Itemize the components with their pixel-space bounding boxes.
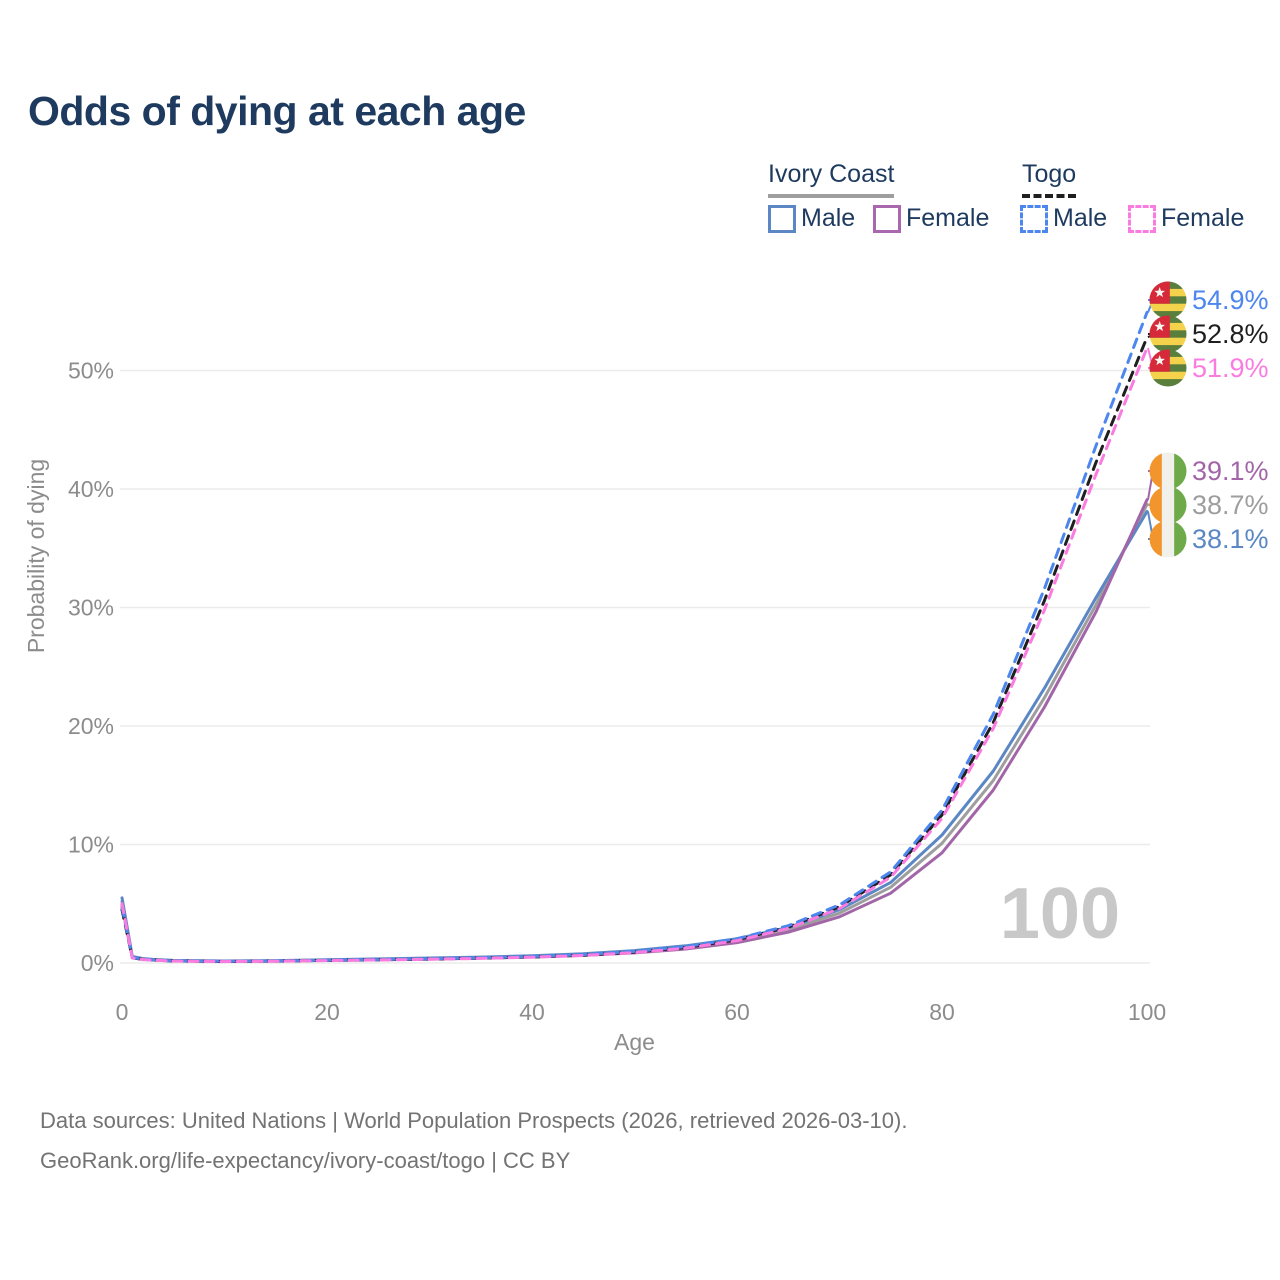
watermark-age: 100 xyxy=(1000,874,1120,954)
series-line-ivory_coast-male[interactable] xyxy=(120,510,1149,963)
flag-icon-togo xyxy=(1149,349,1187,387)
legend-item-label: Female xyxy=(1161,204,1245,232)
y-tick-label: 40% xyxy=(68,476,114,502)
x-tick-label: 0 xyxy=(116,999,129,1025)
end-label-togo-female: 51.9% xyxy=(1192,353,1269,383)
legend-swatch-solid-blue-icon xyxy=(768,204,796,233)
y-tick-label: 20% xyxy=(68,713,114,739)
legend-item-togo-female[interactable]: Female xyxy=(1128,204,1244,233)
flag-icon-ivory_coast xyxy=(1149,452,1187,490)
flag-icon-ivory_coast xyxy=(1149,486,1187,524)
end-label-ivory_coast-male: 38.1% xyxy=(1192,524,1269,554)
y-tick-label: 50% xyxy=(68,358,114,384)
page-title: Odds of dying at each age xyxy=(28,88,526,134)
y-tick-label: 30% xyxy=(68,595,114,621)
y-tick-label: 0% xyxy=(81,950,114,976)
x-tick-label: 80 xyxy=(929,999,955,1025)
series-line-togo-male[interactable] xyxy=(120,310,1149,963)
footer-url-line: GeoRank.org/life-expectancy/ivory-coast/… xyxy=(40,1148,571,1173)
x-tick-label: 40 xyxy=(519,999,545,1025)
flag-icon-ivory_coast xyxy=(1149,520,1187,558)
legend-item-label: Male xyxy=(801,204,856,232)
legend-group-ivory-coast[interactable]: Ivory Coast xyxy=(768,160,895,198)
legend-item-label: Male xyxy=(1053,204,1108,232)
x-tick-label: 100 xyxy=(1128,999,1166,1025)
end-label-togo-male: 54.9% xyxy=(1192,285,1269,315)
legend-item-ivory-coast-female[interactable]: Female xyxy=(873,204,989,233)
end-label-ivory_coast-all: 38.7% xyxy=(1192,490,1269,520)
legend-item-togo-male[interactable]: Male xyxy=(1020,204,1107,233)
y-axis-title: Probability of dying xyxy=(23,459,49,653)
end-label-togo-all: 52.8% xyxy=(1192,319,1269,349)
series-line-togo-all[interactable] xyxy=(120,335,1149,963)
legend-swatch-solid-purple-icon xyxy=(873,204,901,233)
series-line-togo-female[interactable] xyxy=(120,346,1149,964)
series-line-ivory_coast-all[interactable] xyxy=(120,502,1149,963)
flag-icon-togo xyxy=(1149,315,1187,353)
legend-group-togo[interactable]: Togo xyxy=(1022,160,1077,198)
y-tick-label: 10% xyxy=(68,832,114,858)
end-label-ivory_coast-female: 39.1% xyxy=(1192,456,1269,486)
x-tick-label: 20 xyxy=(314,999,340,1025)
legend-swatch-dashed-pink-icon xyxy=(1128,204,1156,233)
legend-item-label: Female xyxy=(906,204,990,232)
x-tick-label: 60 xyxy=(724,999,750,1025)
footer-source-line: Data sources: United Nations | World Pop… xyxy=(40,1108,908,1133)
legend-item-ivory-coast-male[interactable]: Male xyxy=(768,204,855,233)
flag-icon-togo xyxy=(1149,281,1187,319)
legend-swatch-dashed-blue-icon xyxy=(1020,204,1048,233)
x-axis-title: Age xyxy=(614,1029,655,1055)
